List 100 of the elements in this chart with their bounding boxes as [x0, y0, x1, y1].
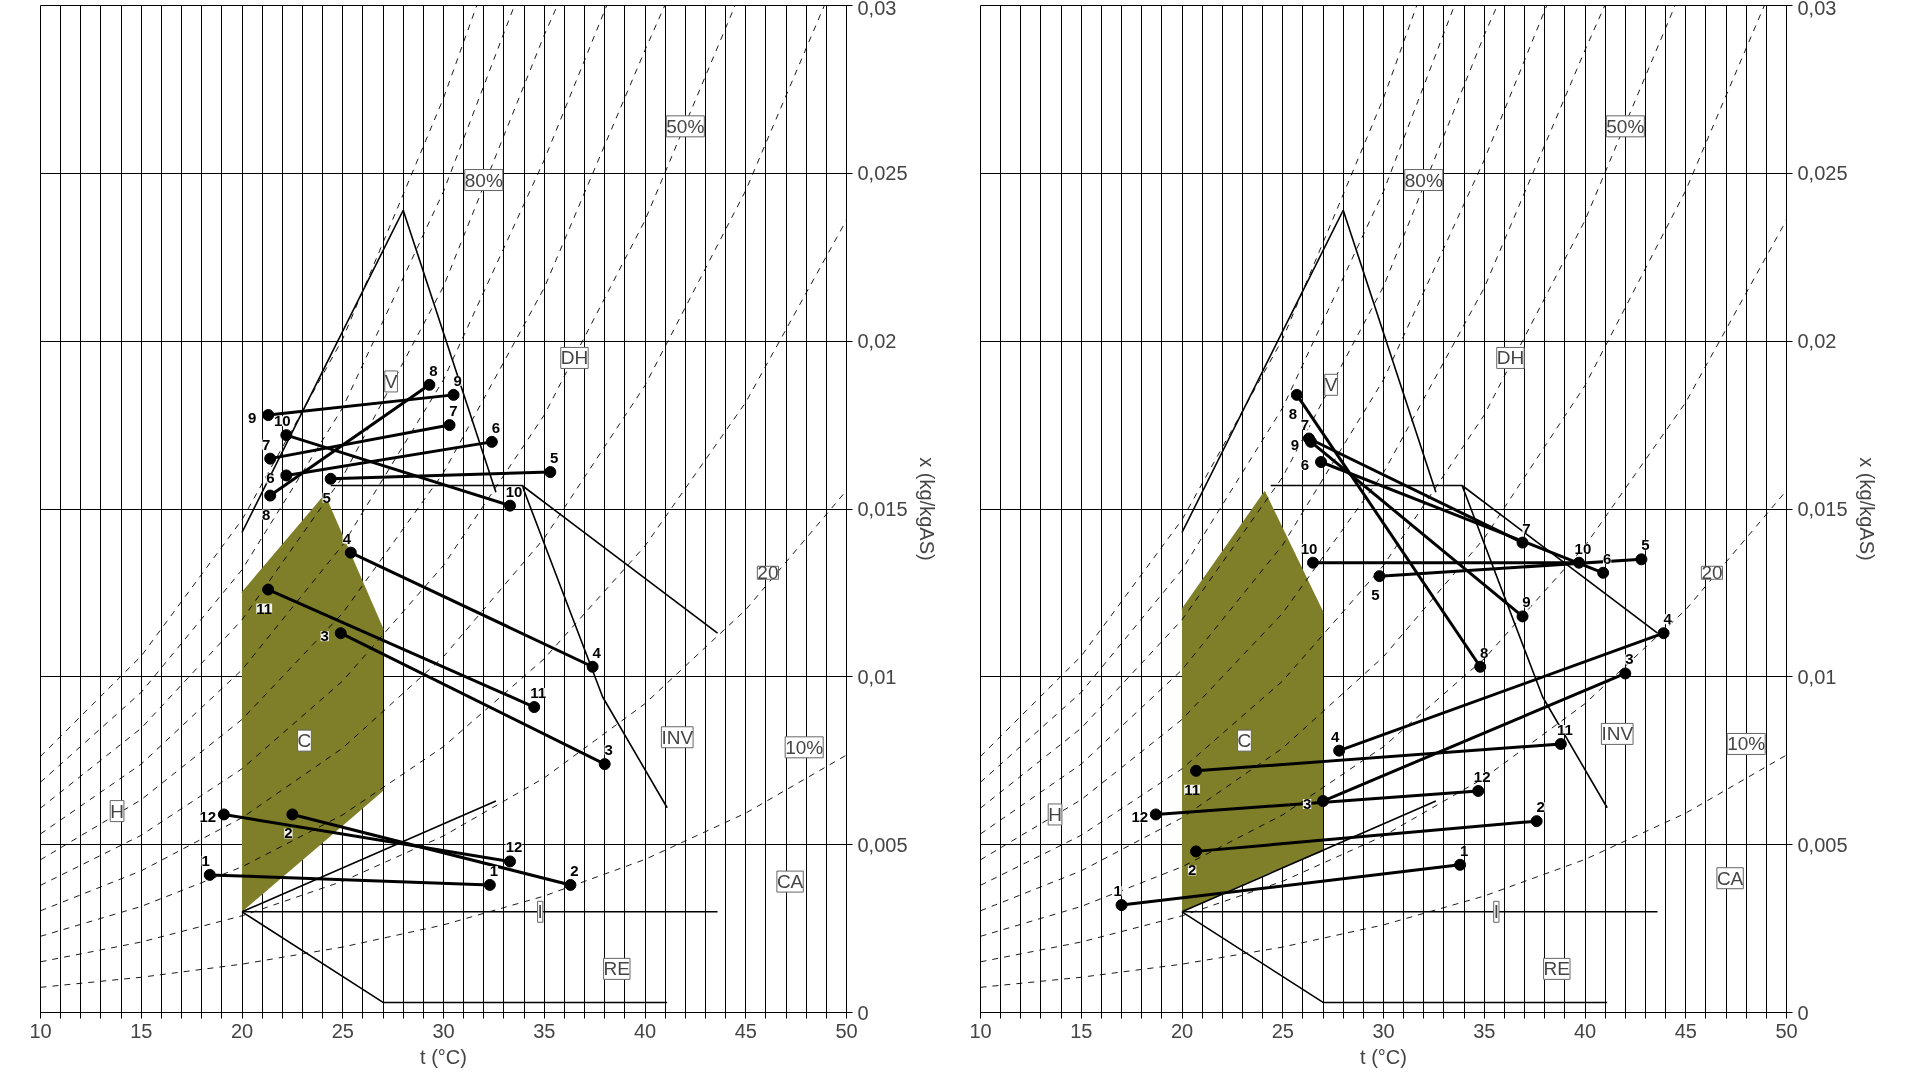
- text: 4: [1663, 610, 1672, 628]
- series-label: 1: [201, 851, 210, 869]
- text: 3: [1302, 795, 1312, 813]
- series-label: 12: [1473, 767, 1491, 785]
- annotation: H: [110, 800, 124, 822]
- annotation: I: [1493, 901, 1499, 923]
- text: 12: [199, 808, 217, 826]
- text: 7: [1300, 415, 1310, 433]
- x-tick-label: 45: [734, 1019, 757, 1042]
- series-label: 2: [570, 861, 579, 879]
- y-tick-label: 0,03: [857, 0, 897, 19]
- annotation: H: [1048, 803, 1062, 825]
- x-tick-label: 25: [1271, 1019, 1294, 1042]
- annotation: CA: [1716, 867, 1744, 889]
- series-label: 3: [604, 741, 613, 759]
- annotation: INV: [661, 726, 694, 748]
- text: 9: [248, 409, 257, 427]
- y-tick-label: 0,03: [1797, 0, 1837, 19]
- series-label: 3: [1625, 650, 1634, 668]
- annotation: INV: [1601, 723, 1634, 745]
- series-label: 1: [1113, 882, 1122, 900]
- y-tick-label: 0,02: [857, 330, 897, 353]
- text: 10: [505, 482, 523, 500]
- x-tick-label: 50: [835, 1019, 858, 1042]
- y-axis-title: x (kg/kgAS): [1855, 457, 1878, 561]
- series-label: 10: [1300, 539, 1318, 557]
- series-label: 11: [1556, 720, 1573, 738]
- text: 2: [284, 824, 293, 842]
- series-label: 4: [342, 529, 352, 547]
- y-tick-label: 0,01: [857, 665, 897, 688]
- x-tick-label: 40: [1573, 1019, 1597, 1042]
- series-label: 9: [1522, 593, 1531, 611]
- annotation: 20: [757, 562, 779, 584]
- text: 8: [262, 505, 271, 523]
- x-axis-title: t (°C): [1360, 1045, 1407, 1068]
- annotation: 20: [1701, 562, 1723, 584]
- annotation: 10%: [785, 736, 824, 758]
- x-axis-title: t (°C): [420, 1045, 467, 1068]
- annotation: C: [297, 730, 312, 752]
- annotation: V: [1324, 374, 1338, 396]
- series-label: 4: [1331, 727, 1340, 745]
- annotation: RE: [603, 958, 630, 980]
- x-tick-label: 35: [533, 1019, 556, 1042]
- text: 1: [489, 861, 499, 879]
- series-label: 5: [550, 449, 559, 467]
- annotation: 50%: [666, 115, 705, 137]
- text: 5: [1371, 586, 1380, 604]
- x-tick-label: 30: [432, 1019, 455, 1042]
- text: 11: [256, 599, 273, 617]
- x-tick-label: 45: [1674, 1019, 1697, 1042]
- x-tick-label: 10: [29, 1019, 52, 1042]
- y-tick-label: 0: [1797, 1001, 1809, 1024]
- annotation: DH: [560, 347, 589, 369]
- series-label: 6: [1602, 549, 1612, 567]
- series-label: 9: [453, 371, 462, 389]
- x-tick-label: 25: [331, 1019, 354, 1042]
- text: 5: [322, 488, 331, 506]
- text: 1: [1459, 841, 1469, 859]
- y-tick-label: 0,015: [1797, 498, 1848, 520]
- y-tick-label: 0,025: [857, 162, 908, 185]
- series-label: 5: [1641, 536, 1650, 554]
- y-tick-label: 0,005: [1797, 833, 1848, 856]
- series-label: 8: [1480, 643, 1489, 661]
- text: 8: [1288, 404, 1298, 422]
- y-tick-label: 0,02: [1797, 330, 1837, 353]
- x-tick-label: 15: [1070, 1019, 1093, 1042]
- series-label: 10: [273, 412, 291, 430]
- x-tick-label: 50: [1775, 1019, 1798, 1042]
- x-tick-label: 10: [969, 1019, 992, 1042]
- text: 2: [1187, 861, 1197, 879]
- text: 6: [1300, 456, 1310, 474]
- series-label: 12: [505, 838, 523, 856]
- series-label: 2: [1536, 798, 1545, 816]
- text: 7: [449, 402, 458, 420]
- text: 6: [266, 469, 275, 487]
- annotation: 10%: [1727, 733, 1766, 755]
- x-tick-label: 35: [1473, 1019, 1496, 1042]
- series-label: 11: [530, 684, 547, 702]
- annotation: I: [537, 901, 543, 923]
- y-axis-title: x (kg/kgAS): [915, 457, 938, 561]
- x-tick-label: 40: [633, 1019, 657, 1042]
- text: 9: [1290, 435, 1300, 453]
- y-tick-label: 0,005: [857, 833, 908, 856]
- text: 3: [320, 627, 329, 645]
- annotation: RE: [1543, 958, 1570, 980]
- y-tick-label: 0,01: [1797, 665, 1837, 688]
- series-label: 7: [262, 435, 271, 453]
- annotation: DH: [1496, 347, 1525, 369]
- series-label: 7: [1522, 519, 1531, 537]
- series-label: 6: [491, 418, 501, 436]
- text: 11: [1184, 780, 1201, 798]
- x-tick-label: 20: [230, 1019, 254, 1042]
- y-tick-label: 0,025: [1797, 162, 1848, 185]
- annotation: V: [384, 370, 398, 392]
- x-tick-label: 15: [130, 1019, 153, 1042]
- text: 12: [1131, 808, 1149, 826]
- x-tick-label: 30: [1372, 1019, 1395, 1042]
- text: 4: [592, 643, 601, 661]
- annotation: C: [1237, 730, 1252, 752]
- series-label: 8: [429, 361, 438, 379]
